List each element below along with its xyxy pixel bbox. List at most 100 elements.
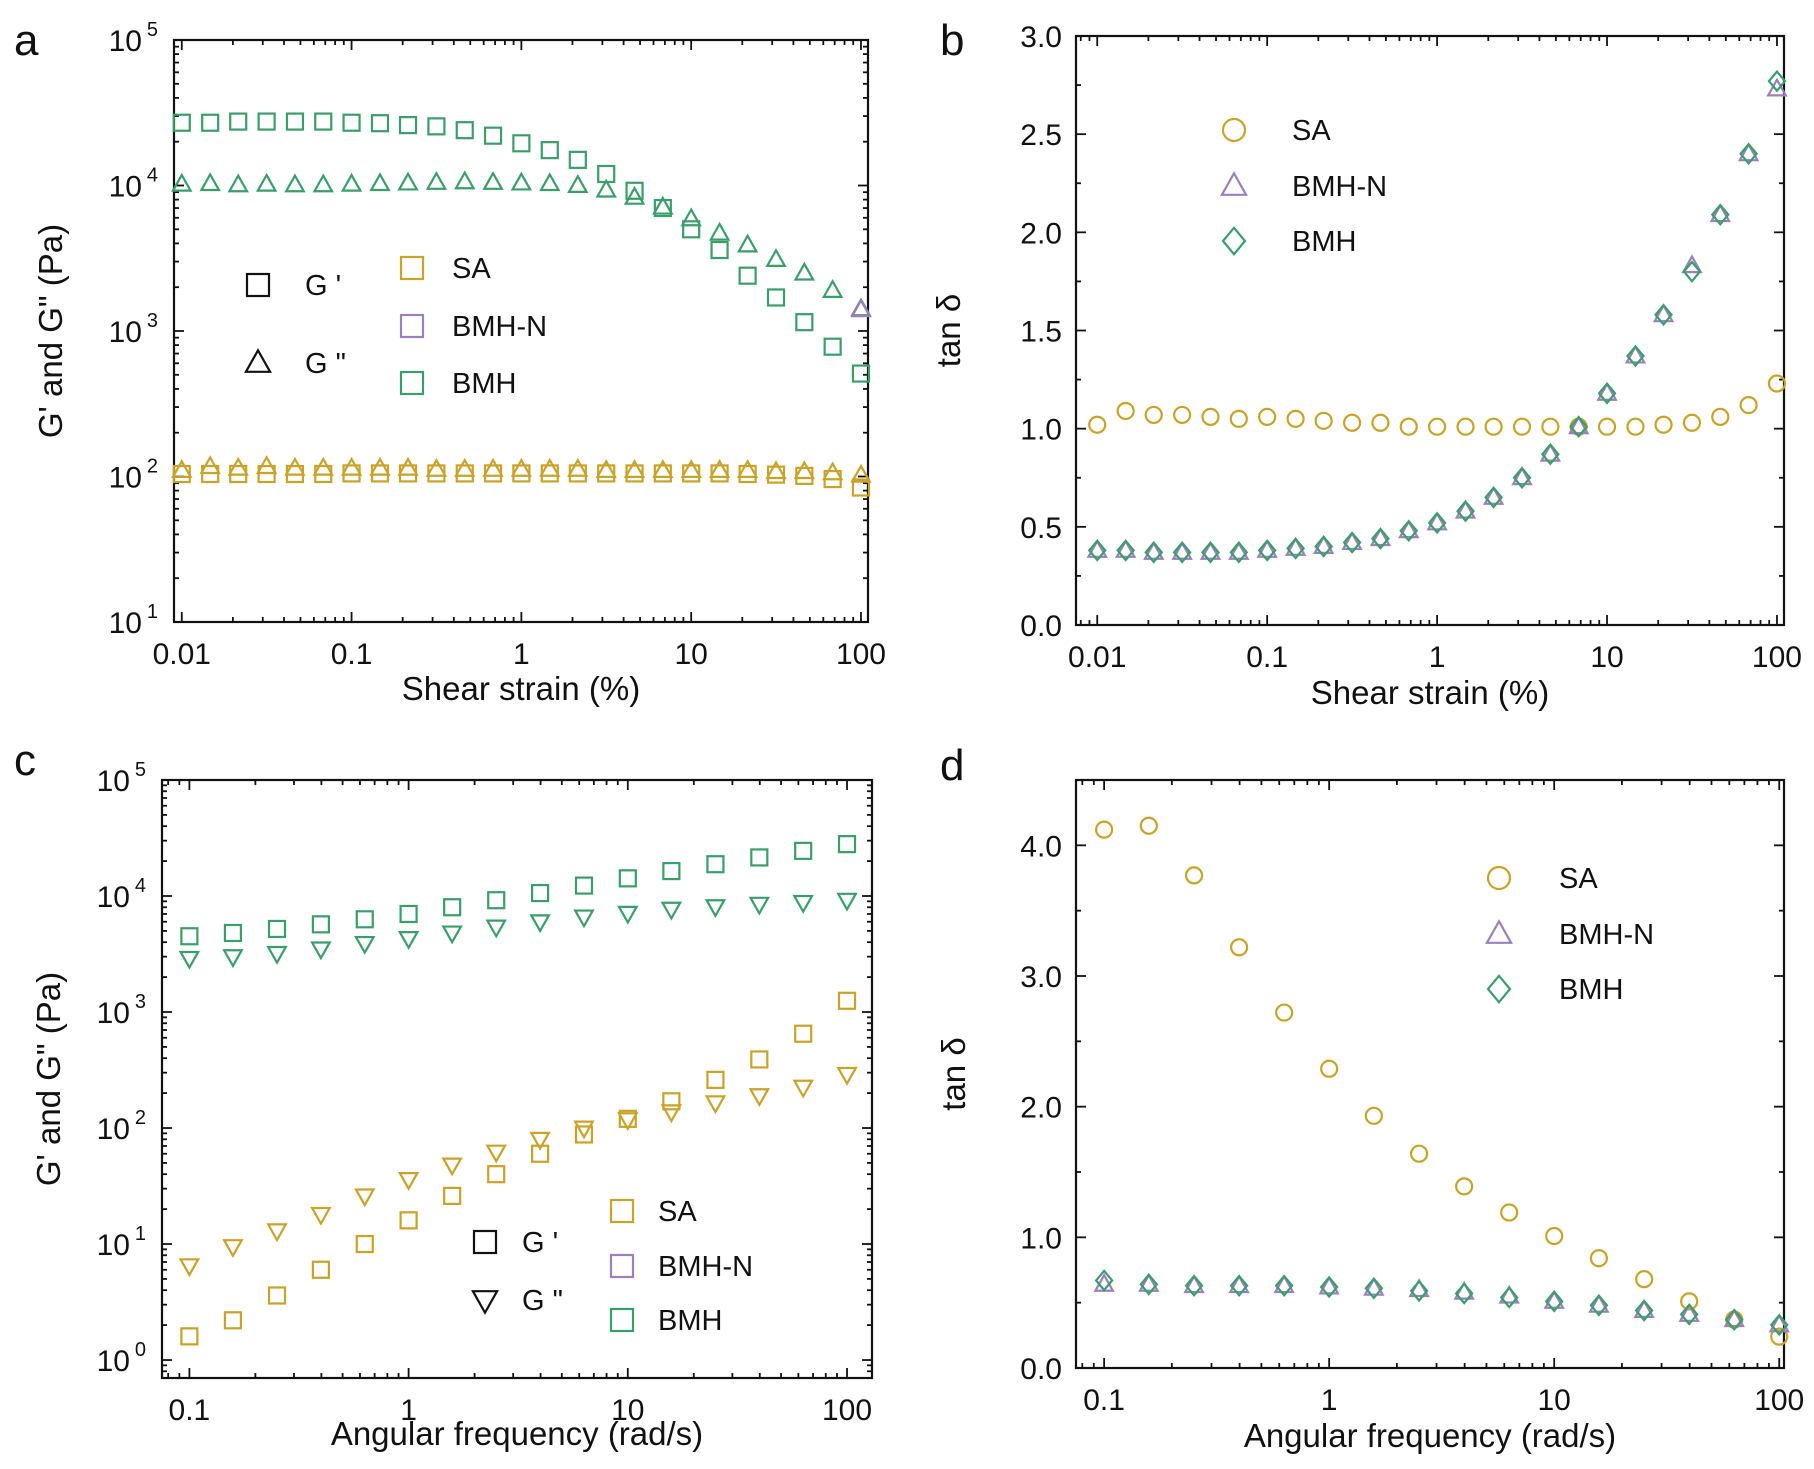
data-point xyxy=(1342,413,1362,432)
data-point xyxy=(1286,537,1306,560)
data-point xyxy=(397,931,420,950)
data-point xyxy=(1456,417,1475,436)
data-point xyxy=(1737,142,1760,162)
data-point xyxy=(1678,1302,1700,1322)
y-tick-exponent: 4 xyxy=(135,875,146,897)
y-tick-label: 10 xyxy=(109,171,142,204)
data-point xyxy=(342,113,361,132)
series-sa xyxy=(1095,816,1789,1346)
data-point xyxy=(765,248,787,268)
y-tick-label: 10 xyxy=(109,607,142,640)
data-point xyxy=(1739,396,1758,415)
data-point xyxy=(311,1260,330,1279)
data-point xyxy=(171,459,193,478)
y-axis-title: tan δ xyxy=(930,294,967,367)
y-tick-exponent: 3 xyxy=(135,991,146,1013)
data-point xyxy=(199,172,221,192)
data-point xyxy=(1682,260,1702,283)
y-tick-label: 1.0 xyxy=(1020,414,1062,447)
data-points xyxy=(171,112,872,497)
series-sa xyxy=(171,455,872,483)
data-point xyxy=(682,220,701,239)
series-bmh xyxy=(180,835,857,946)
legend-marker xyxy=(609,1198,635,1224)
data-point xyxy=(1273,1274,1295,1294)
y-tick-label: 0.5 xyxy=(1020,512,1062,545)
series-bmh-n xyxy=(850,298,872,318)
legend-label: G ' xyxy=(522,1227,558,1259)
legend-marker xyxy=(609,1253,635,1279)
data-point xyxy=(1635,1270,1654,1289)
panel-label: c xyxy=(14,736,36,785)
y-tick-label: 10 xyxy=(109,462,142,495)
data-point xyxy=(1172,541,1192,564)
data-point xyxy=(1709,203,1731,223)
data-point xyxy=(1318,1275,1340,1295)
data-point xyxy=(266,1223,288,1243)
data-point xyxy=(267,1286,287,1305)
x-axis-title: Shear strain (%) xyxy=(402,670,640,707)
data-point xyxy=(1371,413,1390,432)
plot-frame xyxy=(160,778,874,1380)
legend-marker xyxy=(245,272,271,298)
data-point xyxy=(1511,466,1533,486)
x-axis: 0.1 1 10 100 xyxy=(1081,780,1804,1417)
data-point xyxy=(399,904,418,924)
data-point xyxy=(454,170,476,190)
y-tick-label: 10 xyxy=(97,1345,130,1378)
data-point xyxy=(223,923,243,943)
data-point xyxy=(1183,1274,1205,1294)
data-point xyxy=(255,455,278,475)
data-point xyxy=(1543,1289,1565,1309)
data-point xyxy=(1139,816,1158,835)
data-point xyxy=(310,941,332,961)
legend-marker xyxy=(1220,171,1248,196)
data-point xyxy=(793,261,816,281)
legend-label: G " xyxy=(305,348,346,380)
data-point xyxy=(255,172,278,192)
data-point xyxy=(1454,499,1477,519)
data-point xyxy=(1363,1276,1385,1296)
data-point xyxy=(340,456,363,476)
legend-label: G " xyxy=(522,1285,563,1317)
data-point xyxy=(792,894,814,914)
data-point xyxy=(1399,417,1418,436)
y-tick-label: 3.0 xyxy=(1020,21,1062,54)
data-point xyxy=(425,457,448,477)
data-point xyxy=(1409,1279,1429,1303)
y-axis-title: tan δ xyxy=(935,1037,972,1110)
data-point xyxy=(1541,417,1560,436)
data-point xyxy=(529,914,551,934)
data-point xyxy=(821,279,844,298)
data-point xyxy=(178,1258,201,1278)
x-tick-label: 100 xyxy=(1754,1384,1804,1417)
plot-frame xyxy=(1074,34,1786,627)
data-point xyxy=(795,313,814,332)
data-point xyxy=(851,478,871,497)
data-point xyxy=(1399,519,1419,543)
data-point xyxy=(285,112,305,131)
series-bmh xyxy=(171,170,872,317)
y-axis: 0.0 1.0 2.0 3.0 4.0 xyxy=(1020,830,1784,1386)
data-point xyxy=(1456,499,1475,523)
data-point xyxy=(836,892,858,912)
legend-marker xyxy=(399,255,425,281)
x-tick-label: 100 xyxy=(822,1394,872,1427)
data-point xyxy=(1679,1303,1699,1326)
data-point xyxy=(314,112,333,131)
data-point xyxy=(1369,527,1392,547)
y-axis: 0.0 0.5 1.0 1.5 2.0 2.5 3.0 xyxy=(1020,21,1784,643)
y-tick-label: 4.0 xyxy=(1020,830,1062,863)
data-points xyxy=(1093,816,1790,1346)
legend-label: BMH xyxy=(452,368,516,400)
data-point xyxy=(222,1239,244,1259)
data-point xyxy=(1633,1299,1655,1319)
y-tick-exponent: 1 xyxy=(135,1223,146,1245)
data-point xyxy=(1484,417,1503,436)
data-point xyxy=(573,1120,595,1140)
series-sa xyxy=(180,991,857,1346)
data-point xyxy=(736,233,759,253)
data-point xyxy=(1654,415,1673,434)
x-axis: 0.1 1 10 100 xyxy=(167,780,872,1427)
